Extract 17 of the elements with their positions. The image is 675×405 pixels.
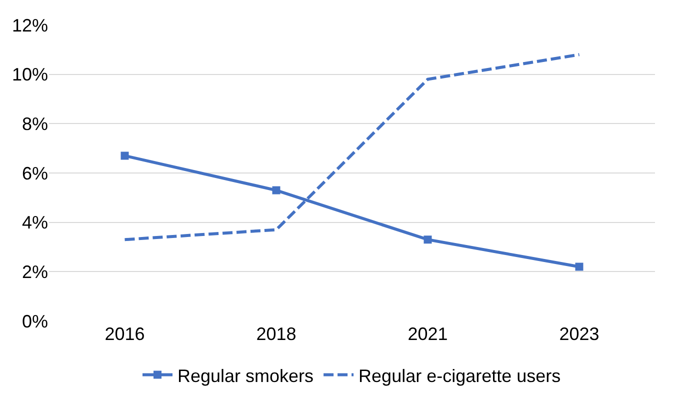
legend-label: Regular e-cigarette users	[358, 366, 561, 386]
x-tick-label: 2021	[408, 324, 448, 344]
y-tick-label: 10%	[12, 64, 48, 85]
y-tick-label: 12%	[12, 15, 48, 36]
point	[272, 186, 280, 194]
point	[575, 262, 584, 271]
x-tick-label: 2016	[104, 324, 145, 344]
x-tick-label: 2023	[559, 324, 600, 344]
x-tick-label: 2018	[256, 324, 296, 344]
point	[120, 152, 129, 160]
y-tick-label: 6%	[22, 163, 48, 184]
legend-label: Regular smokers	[178, 366, 314, 386]
y-tick-label: 2%	[22, 262, 48, 282]
y-tick-label: 8%	[22, 114, 48, 134]
y-tick-label: 0%	[22, 311, 48, 332]
point	[424, 236, 432, 244]
y-tick-label: 4%	[22, 212, 48, 233]
